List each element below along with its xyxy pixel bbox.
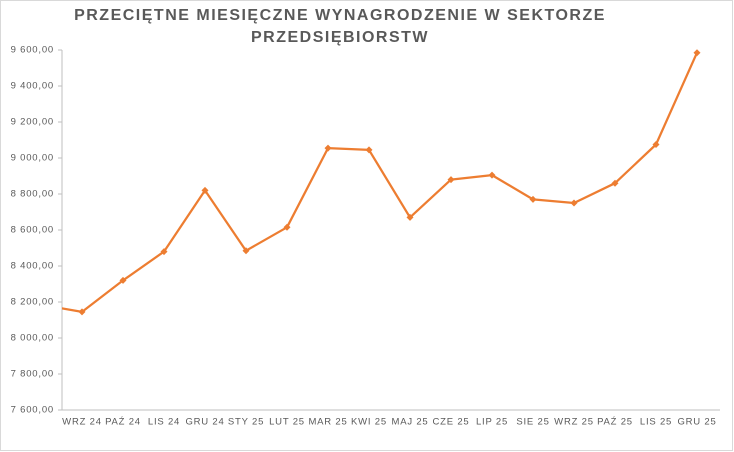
y-tick-label: 7 600,00 (11, 405, 54, 416)
y-tick-label: 9 200,00 (11, 117, 54, 128)
marker (652, 141, 660, 148)
chart-title: PRZECIĘTNE MIESIĘCZNE WYNAGRODZENIE W SE… (74, 7, 606, 24)
marker (160, 248, 168, 256)
marker (283, 223, 291, 231)
x-tick-label: LIP 25 (476, 417, 508, 428)
x-tick-label: MAR 25 (308, 417, 347, 428)
x-tick-label: PAŹ 25 (597, 417, 633, 428)
marker (406, 213, 414, 221)
x-tick-label: GRU 24 (185, 417, 224, 428)
marker (78, 308, 86, 316)
plot (62, 49, 701, 316)
y-tick-label: 8 200,00 (11, 297, 54, 308)
x-tick-label: CZE 25 (432, 417, 469, 428)
marker (365, 146, 373, 154)
marker (488, 171, 496, 179)
marker (324, 144, 332, 152)
marker (570, 199, 578, 207)
y-tick-label: 8 800,00 (11, 189, 54, 200)
x-tick-label: PAŹ 24 (105, 417, 141, 428)
y-tick-label: 9 400,00 (11, 81, 54, 92)
marker (119, 276, 127, 284)
x-tick-label: SIE 25 (516, 417, 549, 428)
marker (693, 49, 701, 57)
y-tick-label: 8 600,00 (11, 225, 54, 236)
x-tick-label: MAJ 25 (391, 417, 428, 428)
x-tick-label: KWI 25 (351, 417, 387, 428)
x-tick-label: LIS 24 (148, 417, 180, 428)
y-tick-label: 9 000,00 (11, 153, 54, 164)
x-tick-label: WRZ 25 (554, 417, 594, 428)
y-tick-label: 8 400,00 (11, 261, 54, 272)
marker (529, 195, 537, 203)
x-tick-label: GRU 25 (677, 417, 716, 428)
y-tick-label: 9 600,00 (11, 45, 54, 56)
marker (201, 186, 209, 194)
y-tick-label: 8 000,00 (11, 333, 54, 344)
x-tick-label: LUT 25 (269, 417, 305, 428)
x-tick-label: LIS 25 (640, 417, 672, 428)
chart-title: PRZEDSIĘBIORSTW (251, 29, 429, 46)
x-tick-label: WRZ 24 (62, 417, 102, 428)
x-tick-label: STY 25 (228, 417, 264, 428)
marker (447, 176, 455, 184)
y-tick-label: 7 800,00 (11, 369, 54, 380)
marker (611, 179, 619, 187)
marker (242, 247, 250, 255)
